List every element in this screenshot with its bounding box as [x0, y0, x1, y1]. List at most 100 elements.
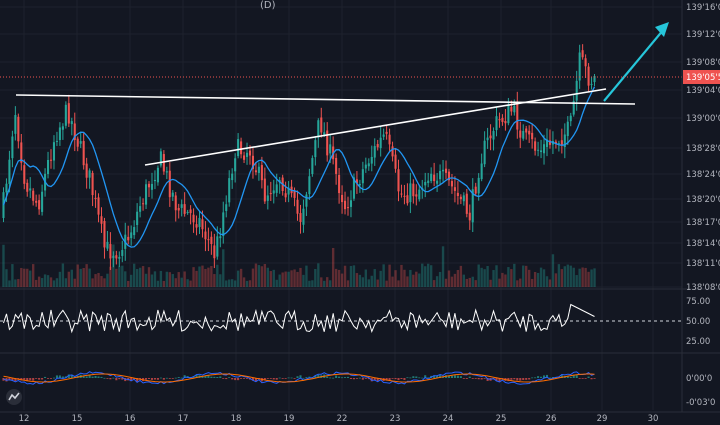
last-price-badge [683, 70, 720, 84]
x-tick-label: 26 [546, 414, 557, 424]
macd-histogram-bar [195, 375, 198, 378]
volume-bar [29, 270, 32, 287]
candle-body [519, 130, 522, 138]
macd-histogram-bar [225, 378, 228, 380]
candle-body [418, 189, 421, 200]
volume-bar [331, 247, 335, 287]
macd-histogram-bar [44, 376, 47, 378]
macd-panel: 0'00'0 -0'03'0 [2, 371, 715, 408]
volume-bar [281, 272, 284, 287]
macd-histogram-bar [548, 377, 552, 379]
macd-histogram-bar [471, 378, 474, 379]
macd-histogram-bar [480, 378, 483, 380]
volume-bar [40, 278, 44, 287]
volume-bar [251, 268, 255, 287]
volume-bar [14, 279, 17, 287]
volume-bar [349, 265, 353, 287]
volume-bar [435, 276, 439, 287]
macd-histogram-bar [136, 378, 139, 382]
macd-histogram-bar [498, 378, 501, 382]
macd-histogram-bar [55, 375, 58, 378]
candle-body [269, 193, 272, 195]
macd-histogram-bar [180, 377, 183, 379]
x-tick-label: 18 [231, 414, 242, 424]
candle-body [150, 183, 154, 190]
candle-body [453, 187, 456, 191]
breakout-arrow-head [655, 22, 669, 37]
candle-body [338, 174, 341, 194]
volume-bar [400, 264, 403, 287]
y-tick-label: 139'12'0 [686, 30, 720, 40]
volume-bar [37, 276, 41, 287]
candle-body [192, 214, 195, 223]
candle-body [82, 141, 85, 166]
macd-histogram-bar [465, 378, 468, 379]
volume-bar [52, 280, 56, 287]
macd-histogram-bar [593, 378, 596, 379]
macd-histogram-bar [400, 378, 403, 380]
volume-bar [198, 266, 201, 287]
macd-histogram-bar [439, 375, 442, 378]
candle-body [326, 130, 329, 156]
candle-body [391, 146, 394, 157]
candle-body [257, 166, 260, 173]
volume-bar [560, 269, 564, 287]
candle-body [162, 154, 165, 172]
y-tick-label: 139'16'0 [686, 3, 720, 13]
tradingview-logo-icon[interactable] [6, 389, 22, 405]
macd-histogram-bar [243, 378, 246, 379]
macd-histogram-bar [213, 376, 216, 378]
drawings[interactable]: 139'05'5 [0, 22, 720, 166]
volume-bar [254, 263, 258, 287]
macd-histogram-bar [341, 377, 344, 379]
macd-histogram-bar [174, 377, 177, 379]
volume-bar [453, 273, 457, 287]
rsi-tick-label: 25.00 [686, 337, 710, 347]
volume-bar [17, 279, 20, 287]
macd-histogram-bar [293, 378, 296, 379]
x-tick-label: 23 [390, 414, 401, 424]
macd-histogram-bar [299, 375, 302, 378]
macd-histogram-bar [275, 378, 278, 380]
candle-body [388, 134, 391, 145]
volume-bar [566, 264, 569, 287]
macd-histogram-bar [551, 377, 554, 378]
x-tick-label: 16 [125, 414, 136, 424]
volume-bar [31, 264, 35, 287]
volume-bar [269, 271, 272, 287]
volume-bar [367, 279, 370, 287]
candle-body [522, 130, 525, 139]
volume-bar [144, 273, 148, 287]
volume-bar [2, 244, 5, 287]
candle-body [456, 192, 459, 197]
volume-bar [189, 280, 192, 287]
volume-bar [225, 280, 228, 287]
candle-body [373, 146, 376, 158]
volume-bar [97, 272, 100, 287]
macd-histogram-bar [352, 378, 355, 380]
volume-bar [49, 277, 53, 287]
macd-histogram-bar [177, 377, 180, 378]
macd-histogram-bar [281, 378, 284, 379]
volume-bar [260, 266, 264, 287]
candle-body [302, 208, 305, 225]
macd-histogram-bar [453, 375, 456, 378]
candle-body [465, 193, 468, 214]
macd-histogram-bar [32, 378, 35, 381]
macd-histogram-bar [130, 378, 133, 382]
macd-histogram-bar [162, 378, 165, 380]
macd-histogram-bar [201, 376, 204, 378]
volume-bar [557, 264, 561, 287]
volume-bar [361, 277, 365, 287]
candle-body [11, 136, 14, 159]
volume-bar [156, 280, 160, 287]
rsi-tick-label: 75.00 [686, 297, 710, 307]
candle-body [159, 151, 162, 166]
candle-body [293, 190, 296, 198]
volume-bar [563, 266, 567, 287]
macd-histogram-bar [308, 376, 311, 378]
macd-histogram-bar [355, 378, 358, 379]
candle-body [590, 83, 593, 85]
